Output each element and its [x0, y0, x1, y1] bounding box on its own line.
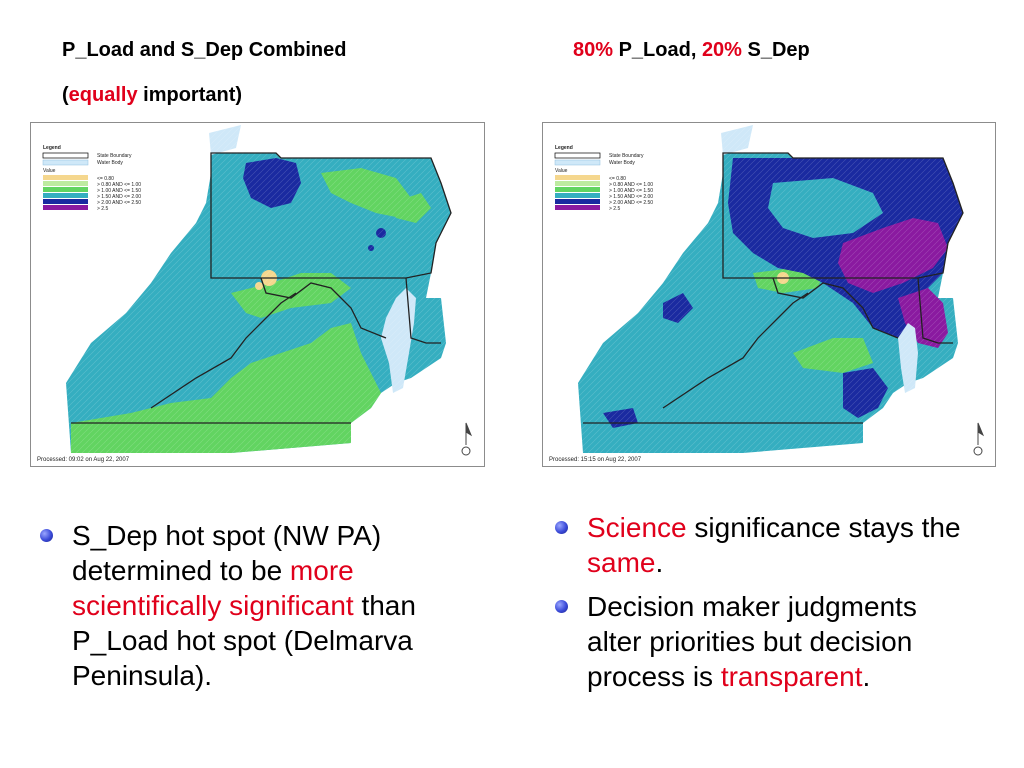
- legend-value-3: > 1.50 AND <= 2.00: [97, 194, 141, 200]
- legend-title: Legend: [43, 145, 61, 151]
- right-bullet-list: Science significance stays the same. Dec…: [553, 510, 973, 694]
- bullet-dot-icon: [40, 529, 53, 542]
- legend-title: Legend: [555, 145, 573, 151]
- right-map-legend: Legend State Boundary Water Body Value <…: [554, 145, 653, 212]
- legend-value-3: > 1.50 AND <= 2.00: [609, 194, 653, 200]
- north-arrow-icon: [973, 422, 985, 456]
- state-boundaries: [71, 152, 452, 424]
- legend-item-state-boundary: State Boundary: [97, 153, 132, 159]
- legend-value-5: > 2.5: [609, 206, 620, 212]
- legend-value-title: Value: [555, 168, 568, 174]
- legend-value-1: > 0.80 AND <= 1.00: [97, 182, 141, 188]
- bullet-dot-icon: [555, 521, 568, 534]
- legend-item-water-body: Water Body: [609, 160, 635, 166]
- legend-value-5: > 2.5: [97, 206, 108, 212]
- right-map-panel: Legend State Boundary Water Body Value <…: [542, 122, 996, 467]
- processed-timestamp: Processed: 15:15 on Aug 22, 2007: [549, 457, 642, 463]
- legend-value-title: Value: [43, 168, 56, 174]
- right-map-title: 80% P_Load, 20% S_Dep: [573, 39, 810, 61]
- bullet-item: S_Dep hot spot (NW PA) determined to be …: [38, 518, 458, 693]
- bullet-item: Science significance stays the same.: [553, 510, 973, 580]
- left-map-legend: Legend State Boundary Water Body Value <…: [42, 145, 141, 212]
- grain-overlay: [31, 123, 484, 466]
- grain-overlay: [543, 123, 995, 466]
- legend-value-4: > 2.00 AND <= 2.50: [609, 200, 653, 206]
- left-map-image: Legend State Boundary Water Body Value <…: [31, 123, 484, 466]
- legend-value-1: > 0.80 AND <= 1.00: [609, 182, 653, 188]
- legend-value-0: <= 0.80: [97, 176, 114, 182]
- left-map-title-line2: (equally important): [62, 84, 243, 106]
- bullet-dot-icon: [555, 600, 568, 613]
- north-arrow-icon: [461, 422, 473, 456]
- left-map-title-line1: P_Load and S_Dep Combined: [62, 39, 347, 61]
- legend-item-state-boundary: State Boundary: [609, 153, 644, 159]
- bullet-item: Decision maker judgments alter prioritie…: [553, 589, 973, 694]
- legend-value-2: > 1.00 AND <= 1.50: [97, 188, 141, 194]
- processed-timestamp: Processed: 09:02 on Aug 22, 2007: [37, 457, 130, 463]
- right-map-image: Legend State Boundary Water Body Value <…: [543, 123, 995, 466]
- legend-item-water-body: Water Body: [97, 160, 123, 166]
- state-boundaries: [583, 152, 964, 424]
- legend-value-2: > 1.00 AND <= 1.50: [609, 188, 653, 194]
- left-bullet-list: S_Dep hot spot (NW PA) determined to be …: [38, 518, 458, 693]
- legend-value-4: > 2.00 AND <= 2.50: [97, 200, 141, 206]
- left-map-panel: Legend State Boundary Water Body Value <…: [30, 122, 485, 467]
- legend-value-0: <= 0.80: [609, 176, 626, 182]
